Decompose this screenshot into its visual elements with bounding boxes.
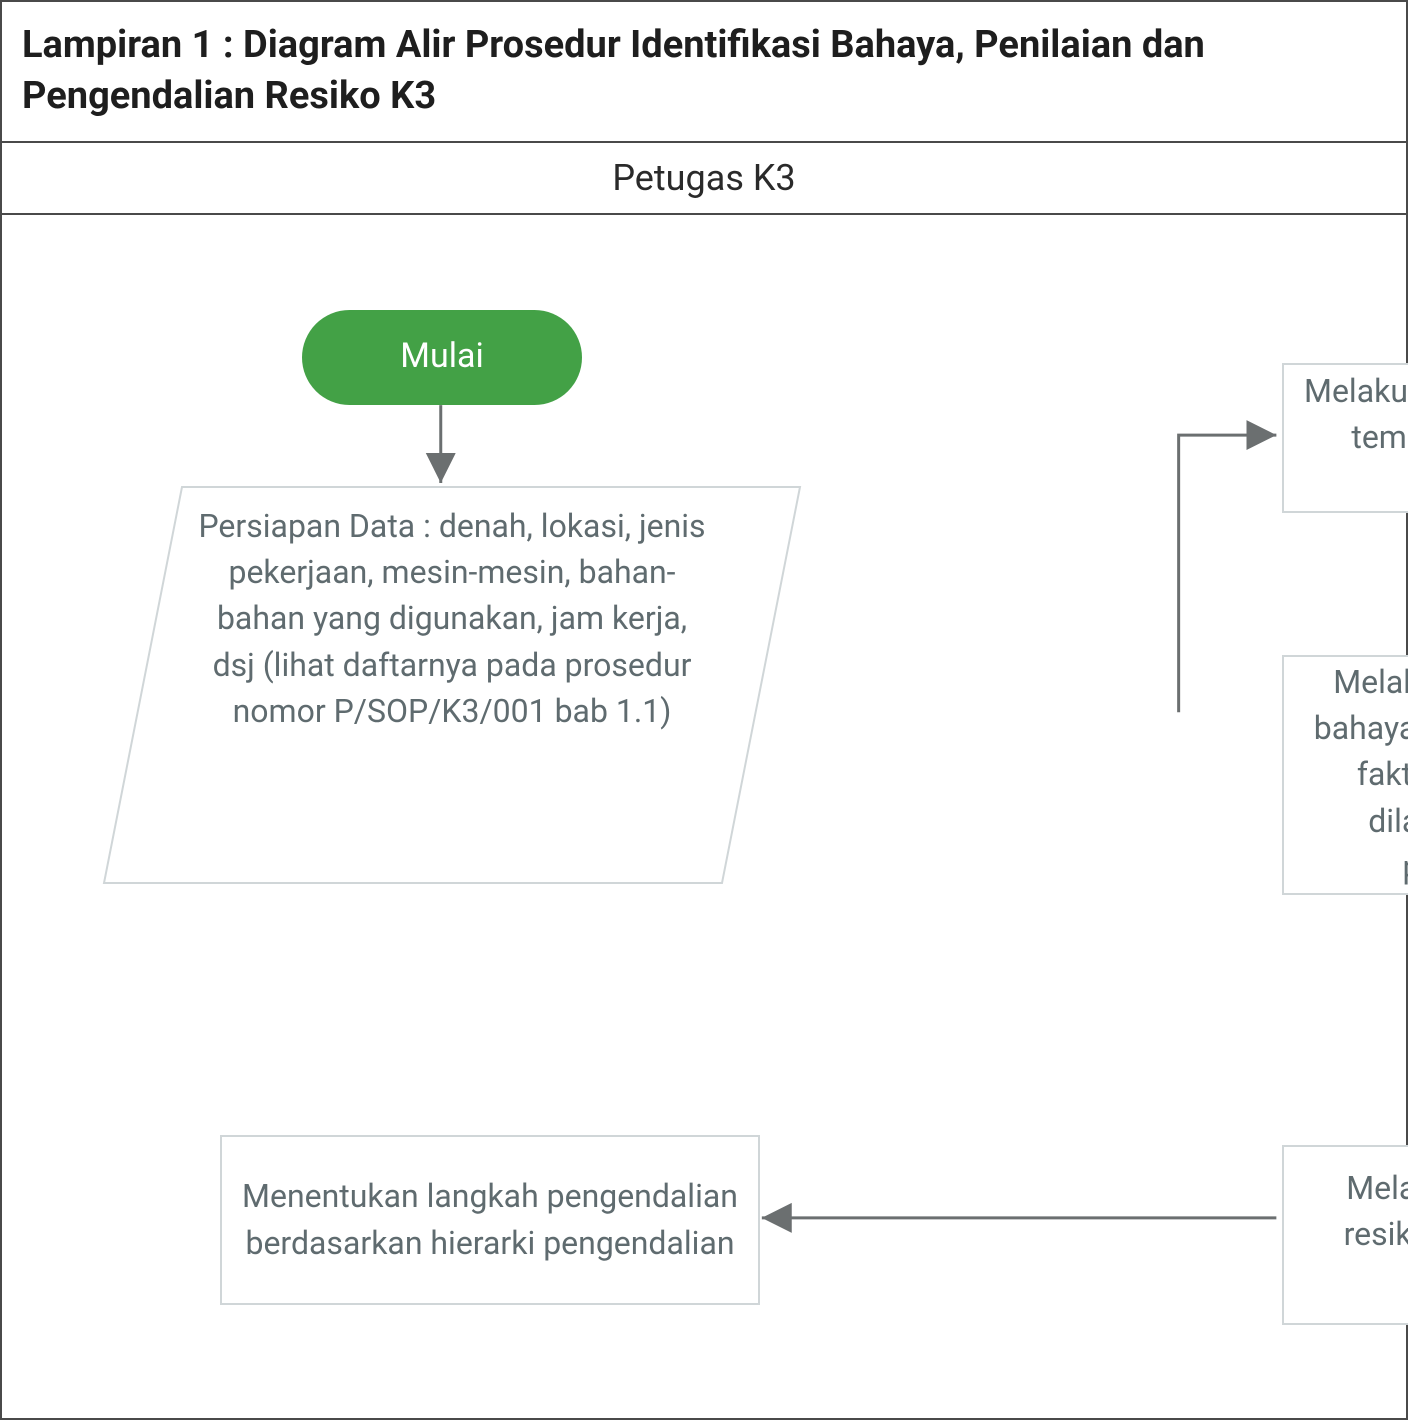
- page-title: Lampiran 1 : Diagram Alir Prosedur Ident…: [22, 23, 1205, 118]
- data-node-text: Persiapan Data : denah, lokasi, jenis pe…: [192, 503, 712, 735]
- column-header: Petugas K3: [612, 157, 795, 199]
- terminator-start: Mulai: [302, 310, 582, 405]
- process-pengendalian: Menentukan langkah pengendalian berdasar…: [220, 1135, 760, 1305]
- edge-data-right1: [1179, 435, 1277, 712]
- process-label: Melakukan penilaian resiko menggunakan m…: [1304, 1165, 1408, 1304]
- process-penilaian: Melakukan penilaian resiko menggunakan m…: [1282, 1145, 1408, 1325]
- process-label: Melakukan identifikasi bahaya berdasarka…: [1304, 659, 1408, 891]
- process-pengamatan: Melakukan pengamatan di tempat kerja sec…: [1282, 363, 1408, 513]
- column-header-row: Petugas K3: [0, 143, 1408, 215]
- data-label: Persiapan Data : denah, lokasi, jenis pe…: [198, 507, 705, 731]
- title-cell: Lampiran 1 : Diagram Alir Prosedur Ident…: [0, 0, 1408, 143]
- flowchart-canvas: Mulai Persiapan Data : denah, lokasi, je…: [0, 215, 1408, 1420]
- terminator-label: Mulai: [400, 332, 483, 381]
- process-identifikasi: Melakukan identifikasi bahaya berdasarka…: [1282, 655, 1408, 895]
- process-label: Menentukan langkah pengendalian berdasar…: [242, 1173, 738, 1266]
- process-label: Melakukan pengamatan di tempat kerja sec…: [1304, 368, 1408, 507]
